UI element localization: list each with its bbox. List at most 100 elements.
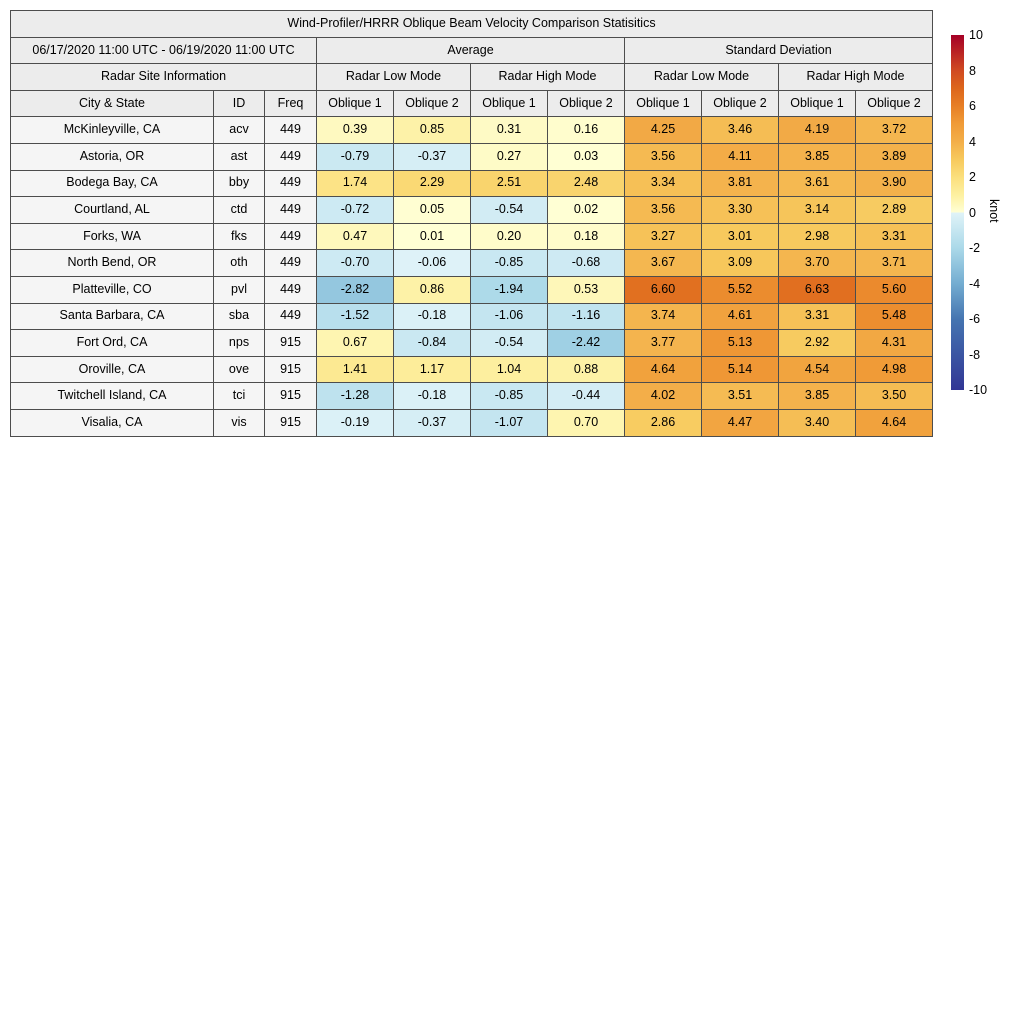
city-cell: Courtland, AL	[10, 196, 214, 224]
colorbar-tick-label: 8	[969, 63, 976, 78]
value-cell-avg_high_oblique2: 2.48	[547, 169, 625, 198]
value-cell-sd_high_oblique2: 3.90	[855, 169, 933, 198]
table-row: Oroville, CA ove 915 1.41 1.17 1.04 0.88 4.64 5.…	[10, 355, 933, 384]
value-cell-avg_high_oblique1: 0.20	[470, 222, 548, 251]
freq-cell: 449	[264, 169, 317, 198]
avg-low-mode-header: Radar Low Mode	[316, 63, 471, 91]
value-cell-avg_high_oblique1: -1.06	[470, 302, 548, 331]
id-cell: tci	[213, 382, 265, 410]
value-cell-avg_low_oblique1: -0.79	[316, 142, 394, 171]
freq-cell: 449	[264, 249, 317, 277]
freq-cell: 915	[264, 408, 317, 437]
value-cell-avg_low_oblique2: 0.05	[393, 196, 471, 224]
sd-low-mode-header: Radar Low Mode	[624, 63, 779, 91]
value-cell-avg_high_oblique2: -1.16	[547, 302, 625, 331]
value-cell-sd_low_oblique1: 3.74	[624, 302, 702, 331]
value-cell-sd_low_oblique2: 5.13	[701, 329, 779, 357]
colorbar-tick-label: 10	[969, 27, 983, 42]
value-cell-sd_low_oblique2: 5.52	[701, 275, 779, 304]
value-cell-sd_low_oblique2: 3.81	[701, 169, 779, 198]
colorbar-tick-label: -6	[969, 311, 981, 326]
value-cell-sd_high_oblique2: 4.31	[855, 329, 933, 357]
freq-cell: 449	[264, 302, 317, 331]
value-cell-sd_high_oblique1: 3.40	[778, 408, 856, 437]
table-row: North Bend, OR oth 449 -0.70 -0.06 -0.85 -0.68…	[10, 249, 933, 277]
value-cell-sd_low_oblique1: 3.67	[624, 249, 702, 277]
value-cell-sd_low_oblique1: 2.86	[624, 408, 702, 437]
col-header-sd-low-oblique-2: Oblique 2	[701, 89, 779, 118]
sd-high-mode-header: Radar High Mode	[778, 63, 933, 91]
table-row: Astoria, OR ast 449 -0.79 -0.37 0.27 0.03 3.56 4…	[10, 142, 933, 171]
value-cell-avg_low_oblique1: 1.41	[316, 355, 394, 384]
value-cell-sd_high_oblique2: 4.98	[855, 355, 933, 384]
value-cell-sd_low_oblique2: 3.46	[701, 116, 779, 144]
column-header-row: City & State ID Freq Oblique 1 Oblique 2…	[10, 89, 933, 118]
value-cell-sd_low_oblique2: 4.47	[701, 408, 779, 437]
value-cell-sd_low_oblique2: 4.11	[701, 142, 779, 171]
col-header-avg-low-oblique-2: Oblique 2	[393, 89, 471, 118]
value-cell-avg_high_oblique1: -1.94	[470, 275, 548, 304]
value-cell-avg_high_oblique2: 0.88	[547, 355, 625, 384]
city-cell: Oroville, CA	[10, 355, 214, 384]
radar-site-info-header: Radar Site Information	[10, 63, 317, 91]
value-cell-sd_high_oblique1: 2.92	[778, 329, 856, 357]
table-title: Wind-Profiler/HRRR Oblique Beam Velocity…	[10, 10, 933, 38]
value-cell-sd_high_oblique1: 3.85	[778, 142, 856, 171]
city-cell: Fort Ord, CA	[10, 329, 214, 357]
id-cell: nps	[213, 329, 265, 357]
value-cell-avg_low_oblique1: -0.19	[316, 408, 394, 437]
value-cell-avg_high_oblique1: 0.27	[470, 142, 548, 171]
value-cell-sd_high_oblique2: 2.89	[855, 196, 933, 224]
table-row: McKinleyville, CA acv 449 0.39 0.85 0.31 0.16 4…	[10, 116, 933, 144]
city-cell: Astoria, OR	[10, 142, 214, 171]
table-row: Visalia, CA vis 915 -0.19 -0.37 -1.07 0.70 2.86…	[10, 408, 933, 437]
value-cell-sd_low_oblique1: 4.25	[624, 116, 702, 144]
value-cell-avg_low_oblique1: -1.52	[316, 302, 394, 331]
value-cell-sd_high_oblique1: 3.85	[778, 382, 856, 410]
value-cell-sd_low_oblique2: 3.01	[701, 222, 779, 251]
value-cell-avg_low_oblique2: -0.18	[393, 382, 471, 410]
value-cell-sd_high_oblique1: 4.54	[778, 355, 856, 384]
value-cell-sd_high_oblique2: 3.31	[855, 222, 933, 251]
colorbar-tick-label: -4	[969, 276, 981, 291]
value-cell-avg_high_oblique1: -0.85	[470, 382, 548, 410]
group-header-row: 06/17/2020 11:00 UTC - 06/19/2020 11:00 …	[10, 36, 933, 65]
city-cell: Bodega Bay, CA	[10, 169, 214, 198]
table-row: Platteville, CO pvl 449 -2.82 0.86 -1.94 0.53 6…	[10, 275, 933, 304]
col-header-avg-low-oblique-1: Oblique 1	[316, 89, 394, 118]
value-cell-sd_high_oblique2: 5.48	[855, 302, 933, 331]
colorbar-tick-label: 6	[969, 98, 976, 113]
table-row: Santa Barbara, CA sba 449 -1.52 -0.18 -1.06 -1…	[10, 302, 933, 331]
value-cell-sd_low_oblique1: 4.02	[624, 382, 702, 410]
value-cell-sd_low_oblique2: 4.61	[701, 302, 779, 331]
freq-cell: 449	[264, 116, 317, 144]
value-cell-sd_high_oblique1: 6.63	[778, 275, 856, 304]
group-header-standard-deviation: Standard Deviation	[624, 36, 933, 65]
city-cell: Visalia, CA	[10, 408, 214, 437]
value-cell-sd_low_oblique2: 3.51	[701, 382, 779, 410]
value-cell-avg_high_oblique2: -0.44	[547, 382, 625, 410]
freq-cell: 449	[264, 222, 317, 251]
value-cell-avg_low_oblique2: -0.37	[393, 142, 471, 171]
city-cell: Forks, WA	[10, 222, 214, 251]
value-cell-sd_low_oblique1: 3.34	[624, 169, 702, 198]
city-cell: Santa Barbara, CA	[10, 302, 214, 331]
colorbar-tick-label: -8	[969, 347, 981, 362]
city-cell: Platteville, CO	[10, 275, 214, 304]
value-cell-avg_high_oblique1: -1.07	[470, 408, 548, 437]
freq-cell: 915	[264, 382, 317, 410]
value-cell-avg_high_oblique1: 1.04	[470, 355, 548, 384]
title-row: Wind-Profiler/HRRR Oblique Beam Velocity…	[10, 10, 933, 38]
table-row: Courtland, AL ctd 449 -0.72 0.05 -0.54 0.02 3.5…	[10, 196, 933, 224]
id-cell: ove	[213, 355, 265, 384]
col-header-id: ID	[213, 89, 265, 118]
value-cell-sd_high_oblique1: 2.98	[778, 222, 856, 251]
value-cell-avg_low_oblique1: 0.47	[316, 222, 394, 251]
value-cell-avg_low_oblique1: 0.67	[316, 329, 394, 357]
col-header-sd-low-oblique-1: Oblique 1	[624, 89, 702, 118]
value-cell-avg_low_oblique2: 2.29	[393, 169, 471, 198]
value-cell-avg_low_oblique1: -2.82	[316, 275, 394, 304]
avg-high-mode-header: Radar High Mode	[470, 63, 625, 91]
city-cell: North Bend, OR	[10, 249, 214, 277]
